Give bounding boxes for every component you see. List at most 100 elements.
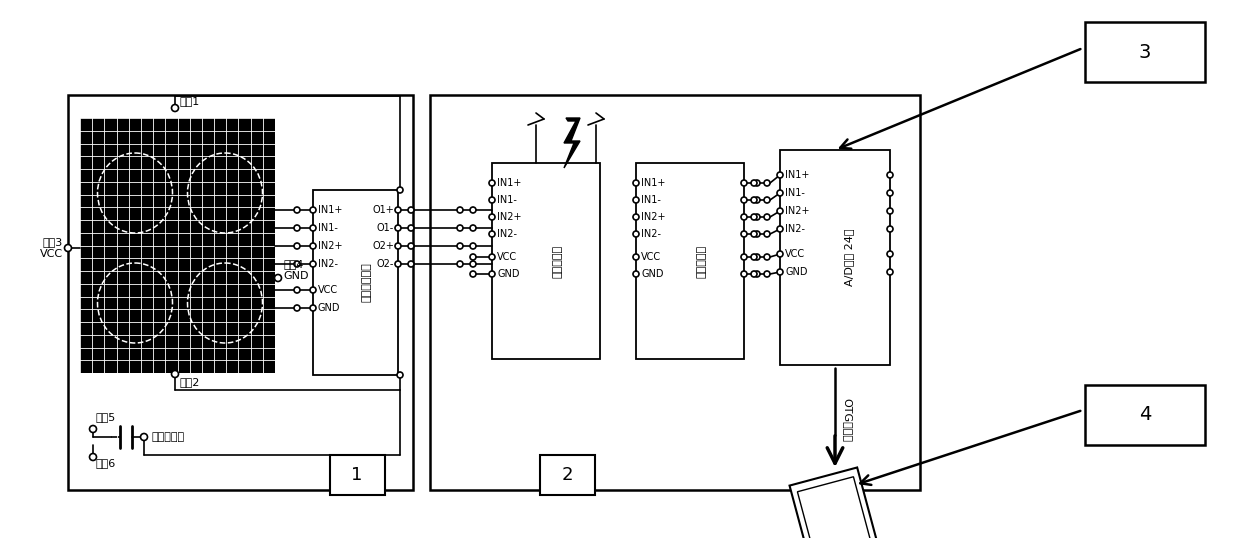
Bar (1085, 22, 1205, 82)
Bar (797, 477, 872, 538)
Bar (492, 163, 600, 359)
Text: IN1-: IN1- (641, 195, 661, 205)
Text: IN1+: IN1+ (317, 205, 342, 215)
Circle shape (887, 226, 893, 232)
Text: 引脚4
GND: 引脚4 GND (283, 259, 309, 281)
Text: IN1-: IN1- (317, 223, 337, 233)
Circle shape (632, 254, 639, 260)
Circle shape (89, 426, 97, 433)
Circle shape (751, 197, 756, 203)
Bar (790, 468, 880, 538)
Circle shape (742, 271, 746, 277)
Circle shape (887, 208, 893, 214)
Text: IN2-: IN2- (641, 229, 661, 239)
Circle shape (777, 269, 782, 275)
Circle shape (458, 243, 463, 249)
Circle shape (632, 197, 639, 203)
Circle shape (294, 243, 300, 249)
Circle shape (764, 271, 770, 277)
Circle shape (408, 207, 414, 213)
Circle shape (458, 225, 463, 231)
Text: 引脚6: 引脚6 (95, 458, 117, 468)
Circle shape (489, 214, 495, 220)
Text: IN1-: IN1- (497, 195, 517, 205)
Circle shape (310, 225, 316, 231)
Circle shape (489, 180, 495, 186)
Circle shape (489, 231, 495, 237)
Circle shape (754, 254, 760, 260)
Circle shape (777, 251, 782, 257)
Circle shape (742, 254, 746, 260)
Circle shape (777, 208, 782, 214)
Text: 信号调理电路: 信号调理电路 (362, 262, 372, 302)
Text: GND: GND (497, 269, 520, 279)
Text: O2+: O2+ (372, 241, 394, 251)
Circle shape (489, 197, 495, 203)
Text: VCC: VCC (497, 252, 517, 262)
Circle shape (396, 225, 401, 231)
Text: IN2+: IN2+ (497, 212, 522, 222)
Circle shape (470, 207, 476, 213)
Circle shape (632, 214, 639, 220)
Circle shape (742, 180, 746, 186)
Circle shape (396, 243, 401, 249)
Text: GND: GND (641, 269, 663, 279)
Circle shape (64, 244, 72, 251)
Circle shape (754, 180, 760, 186)
Circle shape (751, 254, 756, 260)
Circle shape (408, 225, 414, 231)
Text: IN2-: IN2- (497, 229, 517, 239)
Circle shape (777, 226, 782, 232)
Circle shape (171, 371, 179, 378)
Circle shape (751, 214, 756, 220)
Circle shape (294, 261, 300, 267)
Circle shape (764, 254, 770, 260)
Circle shape (408, 243, 414, 249)
Circle shape (489, 271, 495, 277)
Bar (312, 190, 398, 375)
Circle shape (294, 305, 300, 311)
Text: GND: GND (317, 303, 341, 313)
Circle shape (89, 454, 97, 461)
Text: 引脚1: 引脚1 (180, 96, 200, 106)
Circle shape (764, 197, 770, 203)
Circle shape (397, 372, 403, 378)
Circle shape (751, 180, 756, 186)
Text: 无线接收端: 无线接收端 (697, 244, 707, 278)
Bar (81, 118, 275, 373)
Text: 引脚2: 引脚2 (180, 377, 201, 387)
Circle shape (408, 261, 414, 267)
Circle shape (742, 197, 746, 203)
Circle shape (754, 197, 760, 203)
Text: O2-: O2- (377, 259, 394, 269)
Circle shape (632, 180, 639, 186)
Circle shape (470, 261, 476, 267)
Text: VCC: VCC (785, 249, 805, 259)
Text: 3: 3 (1138, 43, 1151, 61)
Text: O1+: O1+ (372, 205, 394, 215)
Circle shape (294, 207, 300, 213)
Bar (539, 455, 595, 495)
Bar (636, 163, 744, 359)
Circle shape (396, 261, 401, 267)
Circle shape (751, 231, 756, 237)
Circle shape (470, 254, 476, 260)
Circle shape (171, 104, 179, 111)
Text: 引脚5: 引脚5 (95, 412, 117, 422)
Text: IN2-: IN2- (317, 259, 339, 269)
Circle shape (764, 214, 770, 220)
Circle shape (632, 231, 639, 237)
Circle shape (754, 271, 760, 277)
Circle shape (777, 172, 782, 178)
Text: O1-: O1- (377, 223, 394, 233)
Circle shape (751, 271, 756, 277)
Circle shape (274, 274, 281, 281)
Text: VCC: VCC (317, 285, 339, 295)
Circle shape (754, 231, 760, 237)
Text: IN1+: IN1+ (641, 178, 666, 188)
Circle shape (294, 225, 300, 231)
Text: IN2-: IN2- (785, 224, 805, 234)
Circle shape (887, 172, 893, 178)
Circle shape (458, 261, 463, 267)
Circle shape (397, 187, 403, 193)
